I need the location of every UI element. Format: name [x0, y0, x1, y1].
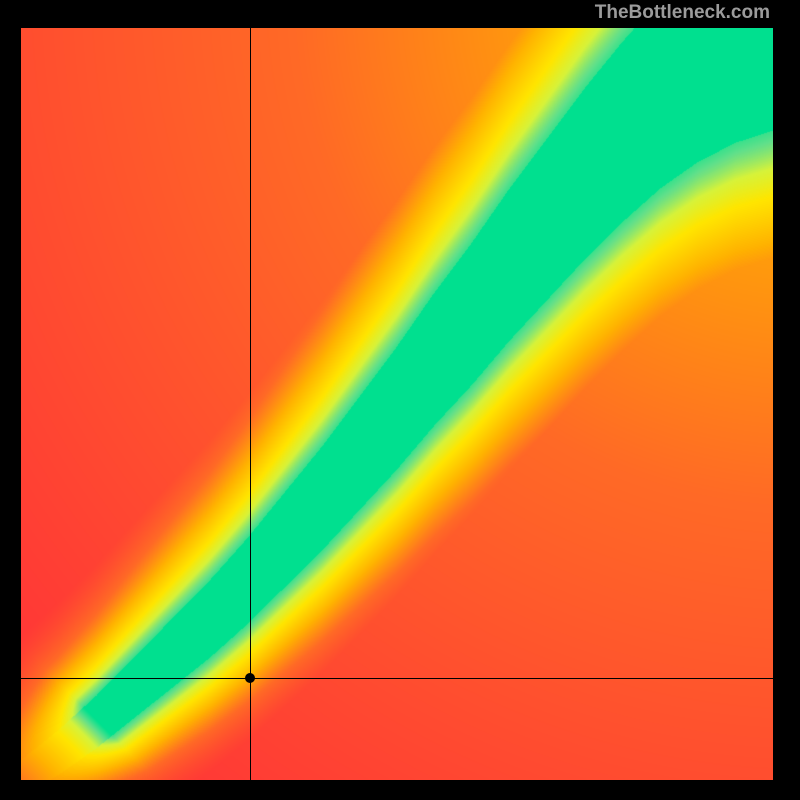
- crosshair-horizontal: [21, 678, 773, 679]
- crosshair-vertical: [250, 28, 251, 780]
- plot-frame: [21, 28, 773, 780]
- heatmap-canvas: [21, 28, 773, 780]
- bottleneck-point-marker: [245, 673, 255, 683]
- attribution-label: TheBottleneck.com: [595, 2, 770, 24]
- chart-container: TheBottleneck.com: [0, 0, 800, 800]
